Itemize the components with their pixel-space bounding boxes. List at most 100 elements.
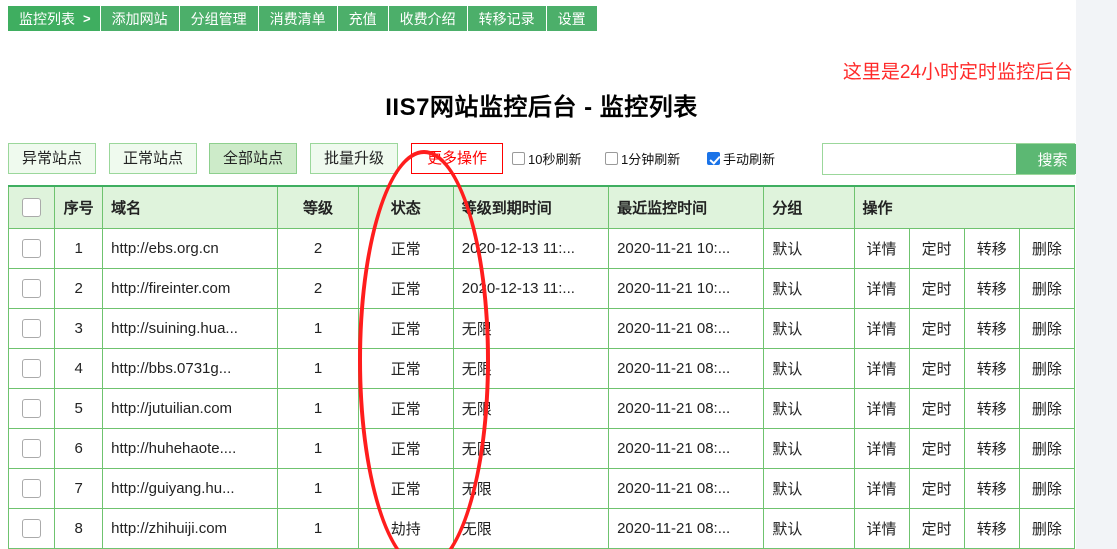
row-select-cell[interactable] xyxy=(7,347,56,389)
checkbox-refresh-manual[interactable]: 手动刷新 xyxy=(707,149,775,168)
cell-no: 4 xyxy=(54,347,104,389)
row-checkbox-icon[interactable] xyxy=(22,438,42,458)
column-header-monitored: 最近监控时间 xyxy=(608,185,765,229)
action-detail[interactable]: 详情 xyxy=(853,467,910,509)
cell-expire: 无限 xyxy=(452,347,610,389)
action-delete[interactable]: 删除 xyxy=(1018,267,1076,309)
action-transfer[interactable]: 转移 xyxy=(963,307,1020,349)
checkbox-refresh-1min[interactable]: 1分钟刷新 xyxy=(605,149,680,168)
column-header-domain: 域名 xyxy=(102,185,279,229)
action-detail[interactable]: 详情 xyxy=(853,347,910,389)
row-select-cell[interactable] xyxy=(7,387,56,429)
action-schedule[interactable]: 定时 xyxy=(908,227,965,269)
cell-level: 2 xyxy=(277,227,359,269)
content-page: 监控列表 > 添加网站 分组管理 消费清单 充值 收费介绍 转移记录 设置 这里是24小时定时监… xyxy=(0,0,1076,549)
nav-tab-5[interactable]: 收费介绍 xyxy=(388,6,468,31)
column-header-expire: 等级到期时间 xyxy=(452,185,610,229)
row-select-cell[interactable] xyxy=(7,307,56,349)
action-schedule[interactable]: 定时 xyxy=(908,507,965,549)
nav-tab-2[interactable]: 分组管理 xyxy=(179,6,259,31)
action-detail[interactable]: 详情 xyxy=(853,387,910,429)
action-delete[interactable]: 删除 xyxy=(1018,507,1076,549)
cell-no: 7 xyxy=(54,467,104,509)
row-checkbox-icon[interactable] xyxy=(22,518,42,538)
action-detail[interactable]: 详情 xyxy=(853,427,910,469)
action-delete[interactable]: 删除 xyxy=(1018,427,1076,469)
row-select-cell[interactable] xyxy=(7,467,56,509)
row-checkbox-icon[interactable] xyxy=(22,318,42,338)
cell-status: 正常 xyxy=(357,467,454,509)
action-schedule[interactable]: 定时 xyxy=(908,427,965,469)
checkbox-box-icon[interactable] xyxy=(512,152,525,165)
checkbox-box-checked-icon[interactable] xyxy=(707,152,720,165)
table-row: 5 http://jutuilian.com 1 正常 无限 2020-11-21 08:… xyxy=(7,387,1076,429)
cell-domain: http://guiyang.hu... xyxy=(102,467,279,509)
cell-level: 1 xyxy=(277,427,359,469)
filter-button-normal-sites[interactable]: 正常站点 xyxy=(109,143,197,174)
action-delete[interactable]: 删除 xyxy=(1018,227,1076,269)
cell-group: 默认 xyxy=(763,267,855,309)
nav-tab-0[interactable]: 监控列表 > xyxy=(8,6,101,31)
action-schedule[interactable]: 定时 xyxy=(908,307,965,349)
checkbox-box-icon[interactable] xyxy=(605,152,618,165)
cell-status: 正常 xyxy=(357,427,454,469)
more-actions-button[interactable]: 更多操作 xyxy=(411,143,503,174)
action-schedule[interactable]: 定时 xyxy=(908,387,965,429)
row-checkbox-icon[interactable] xyxy=(22,398,42,418)
batch-upgrade-button[interactable]: 批量升级 xyxy=(310,143,398,174)
action-schedule[interactable]: 定时 xyxy=(908,267,965,309)
cell-status: 劫持 xyxy=(357,507,454,549)
table-row: 7 http://guiyang.hu... 1 正常 无限 2020-11-21 08:… xyxy=(7,467,1076,509)
action-detail[interactable]: 详情 xyxy=(853,267,910,309)
action-detail[interactable]: 详情 xyxy=(853,227,910,269)
table-row: 4 http://bbs.0731g... 1 正常 无限 2020-11-21 08:.… xyxy=(7,347,1076,389)
action-delete[interactable]: 删除 xyxy=(1018,347,1076,389)
row-select-cell[interactable] xyxy=(7,507,56,549)
checkbox-refresh-10s[interactable]: 10秒刷新 xyxy=(512,149,581,168)
cell-monitored: 2020-11-21 08:... xyxy=(608,347,765,389)
column-header-select-all[interactable] xyxy=(7,185,56,229)
action-transfer[interactable]: 转移 xyxy=(963,227,1020,269)
action-detail[interactable]: 详情 xyxy=(853,307,910,349)
action-transfer[interactable]: 转移 xyxy=(963,267,1020,309)
action-delete[interactable]: 删除 xyxy=(1018,307,1076,349)
action-detail[interactable]: 详情 xyxy=(853,507,910,549)
row-checkbox-icon[interactable] xyxy=(22,238,42,258)
table-row: 6 http://huhehaote.... 1 正常 无限 2020-11-21 08:… xyxy=(7,427,1076,469)
search-input[interactable] xyxy=(823,144,1016,174)
sites-table: 序号 域名 等级 状态 等级到期时间 最近监控时间 分组 操作 1 http://… xyxy=(7,185,1076,549)
action-delete[interactable]: 删除 xyxy=(1018,467,1076,509)
cell-expire: 2020-12-13 11:... xyxy=(452,227,610,269)
nav-tab-7[interactable]: 设置 xyxy=(546,6,597,31)
cell-monitored: 2020-11-21 08:... xyxy=(608,427,765,469)
nav-tab-1[interactable]: 添加网站 xyxy=(100,6,180,31)
row-select-cell[interactable] xyxy=(7,267,56,309)
action-transfer[interactable]: 转移 xyxy=(963,387,1020,429)
nav-tab-3[interactable]: 消费清单 xyxy=(258,6,338,31)
cell-level: 1 xyxy=(277,307,359,349)
column-header-no: 序号 xyxy=(54,185,104,229)
nav-tab-6[interactable]: 转移记录 xyxy=(467,6,547,31)
nav-tab-4[interactable]: 充值 xyxy=(337,6,389,31)
cell-monitored: 2020-11-21 10:... xyxy=(608,267,765,309)
cell-level: 1 xyxy=(277,507,359,549)
row-checkbox-icon[interactable] xyxy=(22,278,42,298)
action-transfer[interactable]: 转移 xyxy=(963,347,1020,389)
action-delete[interactable]: 删除 xyxy=(1018,387,1076,429)
select-all-checkbox-icon[interactable] xyxy=(22,197,42,217)
cell-status: 正常 xyxy=(357,347,454,389)
column-header-actions: 操作 xyxy=(853,185,1076,229)
row-checkbox-icon[interactable] xyxy=(22,358,42,378)
row-select-cell[interactable] xyxy=(7,227,56,269)
row-select-cell[interactable] xyxy=(7,427,56,469)
table-body: 1 http://ebs.org.cn 2 正常 2020-12-13 11:... 20… xyxy=(7,227,1076,549)
filter-button-abnormal-sites[interactable]: 异常站点 xyxy=(8,143,96,174)
action-transfer[interactable]: 转移 xyxy=(963,507,1020,549)
filter-button-all-sites[interactable]: 全部站点 xyxy=(209,143,297,174)
action-schedule[interactable]: 定时 xyxy=(908,347,965,389)
action-schedule[interactable]: 定时 xyxy=(908,467,965,509)
row-checkbox-icon[interactable] xyxy=(22,478,42,498)
action-transfer[interactable]: 转移 xyxy=(963,427,1020,469)
action-transfer[interactable]: 转移 xyxy=(963,467,1020,509)
cell-level: 1 xyxy=(277,387,359,429)
